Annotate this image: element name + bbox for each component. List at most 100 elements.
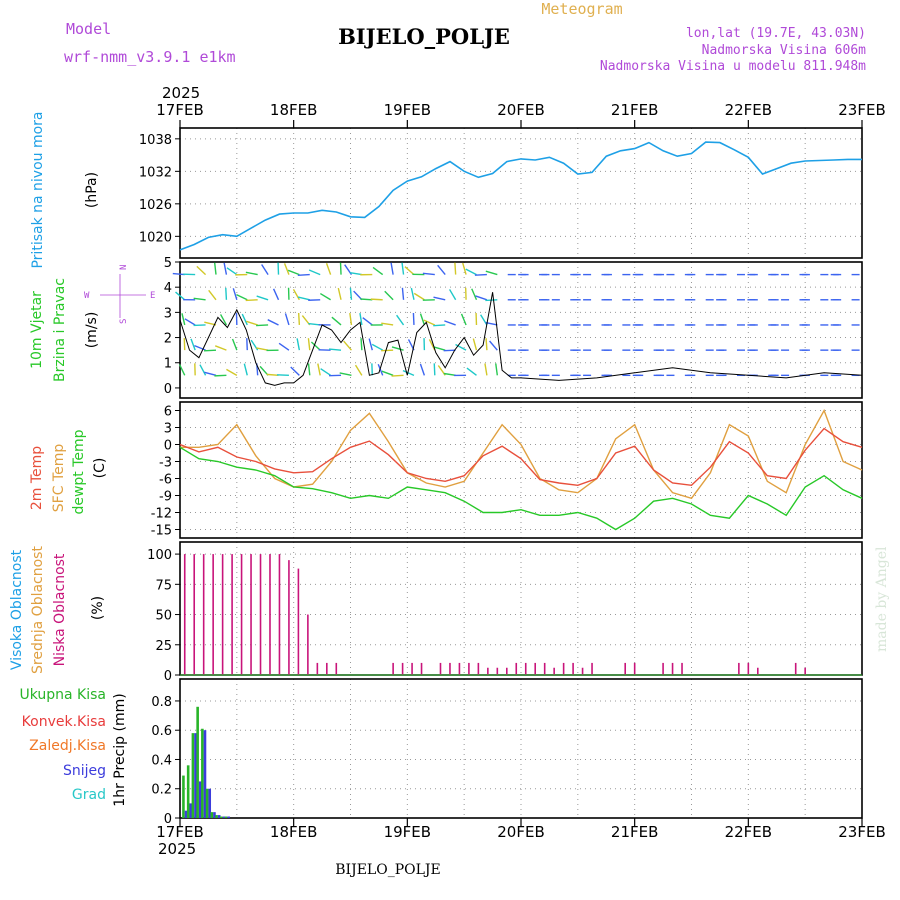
bottom-date-label: 18FEB — [270, 823, 317, 841]
precip-legend: Ukupna Kisa Konvek.Kisa Zaledj.Kisa Snij… — [19, 687, 106, 803]
ytick-label: 0 — [164, 382, 172, 397]
wind-arrow — [246, 320, 258, 326]
wind-arrow — [413, 292, 425, 301]
ytick-label: 0.2 — [151, 783, 172, 798]
elevation-text: Nadmorska Visina 606m — [702, 43, 867, 58]
temp-ylabel-2: SFC Temp — [51, 444, 67, 513]
wind-arrow — [495, 363, 499, 376]
wind-arrow — [419, 363, 426, 376]
rain-total-bar — [201, 728, 204, 818]
model-name: wrf-nmm_v3.9.1 e1km — [64, 48, 236, 66]
wind-arrow — [329, 348, 342, 351]
top-date-label: 21FEB — [611, 101, 658, 119]
panel-4: 0 0.2 0.4 0.6 0.8 — [151, 678, 863, 827]
wind-arrow — [360, 298, 373, 301]
wind-arrow — [475, 295, 488, 301]
compass-w: W — [84, 291, 90, 301]
bottom-date-label: 17FEB — [156, 823, 203, 841]
wind-arrow — [381, 322, 394, 326]
rain-total-bar — [182, 775, 185, 818]
wind-arrow — [175, 291, 186, 301]
ytick-label: -6 — [159, 473, 172, 488]
ytick-label: 0.4 — [151, 753, 172, 768]
wind-arrow — [219, 314, 228, 326]
temp-ylabel-3: dewpt Temp — [71, 429, 87, 514]
wind-arrow — [372, 266, 384, 276]
wind-arrow — [462, 262, 467, 275]
wind-arrow — [325, 263, 332, 275]
wind-arrow — [199, 364, 207, 376]
wind-arrow — [371, 343, 384, 351]
wind-arrow — [337, 287, 342, 300]
top-date-label: 22FEB — [725, 101, 772, 119]
wind-arrow — [331, 316, 342, 326]
wind-ylabel-1: 10m Vjetar — [29, 291, 45, 369]
wind-arrow — [423, 319, 436, 326]
temp-ylabel-1: 2m Temp — [29, 446, 45, 510]
wind-arrow — [296, 338, 301, 351]
footer-station: BIJELO_POLJE — [335, 862, 440, 878]
wind-arrow — [256, 347, 269, 351]
wind-ylabel-2: Brzina i Pravac — [52, 278, 68, 382]
wind-arrow — [343, 340, 352, 351]
wind-unit: (m/s) — [84, 312, 100, 349]
ytick-label: -15 — [151, 524, 172, 539]
wind-arrow — [287, 269, 300, 276]
model-elevation-text: Nadmorska Visina u modelu 811.948m — [600, 59, 866, 74]
rain-total-bar — [186, 765, 190, 818]
wind-arrow — [433, 346, 446, 351]
wind-arrow — [339, 262, 342, 275]
lonlat-text: lon,lat (19.7E, 43.03N) — [686, 26, 866, 41]
rain-total-bar — [224, 816, 228, 818]
legend-ukupna: Ukupna Kisa — [19, 687, 106, 703]
wind-arrow — [190, 338, 196, 351]
wind-arrow — [349, 287, 353, 300]
ytick-label: 100 — [147, 548, 172, 563]
wind-arrow — [384, 290, 394, 301]
wind-arrow — [360, 338, 363, 351]
ytick-label: 0 — [164, 812, 172, 827]
wind-arrow — [267, 319, 279, 326]
wind-arrow — [404, 266, 415, 276]
ytick-label: 0.6 — [151, 724, 172, 739]
wind-arrow — [489, 340, 498, 351]
ytick-label: -9 — [159, 490, 172, 505]
wind-arrow — [272, 288, 280, 301]
wind-arrow — [308, 269, 321, 276]
wind-arrow — [223, 262, 228, 275]
wind-arrow — [278, 342, 290, 351]
wind-arrow — [422, 272, 435, 276]
wind-arrow — [401, 287, 405, 300]
wind-arrow — [297, 312, 301, 326]
wind-arrow — [381, 349, 394, 352]
wind-arrow — [320, 368, 331, 376]
panel-3: 0 25 50 75 100 — [147, 541, 863, 684]
wind-arrow — [465, 268, 477, 276]
wind-arrow — [454, 262, 457, 275]
wind-arrow — [433, 324, 446, 327]
wind-arrow — [290, 366, 300, 376]
wind-arrow — [307, 363, 311, 376]
wind-arrow — [172, 272, 185, 276]
snow-bar — [203, 730, 207, 818]
wind-arrow — [466, 367, 477, 376]
ytick-label: 2 — [164, 332, 172, 347]
wind-arrow — [203, 349, 217, 352]
legend-zaledj: Zaledj.Kisa — [29, 738, 106, 754]
wind-arrow — [381, 370, 394, 376]
wind-arrow — [184, 318, 196, 326]
wind-arrow — [368, 338, 373, 351]
panel-frame — [179, 261, 863, 399]
precip-ylabel: 1hr Precip (mm) — [112, 693, 128, 806]
wind-arrow — [204, 371, 217, 377]
panel-2: -15 -12 -9 -6 -3 0 3 6 — [151, 401, 863, 539]
wind-arrow — [428, 339, 436, 351]
snow-bar — [184, 810, 188, 818]
compass-n: N — [119, 265, 129, 270]
ytick-label: 1032 — [139, 165, 172, 180]
wind-arrow — [396, 314, 405, 326]
snow-bar — [222, 816, 226, 818]
wind-arrow — [484, 363, 488, 376]
wind-arrow — [443, 349, 456, 352]
wind-arrow — [474, 273, 487, 276]
